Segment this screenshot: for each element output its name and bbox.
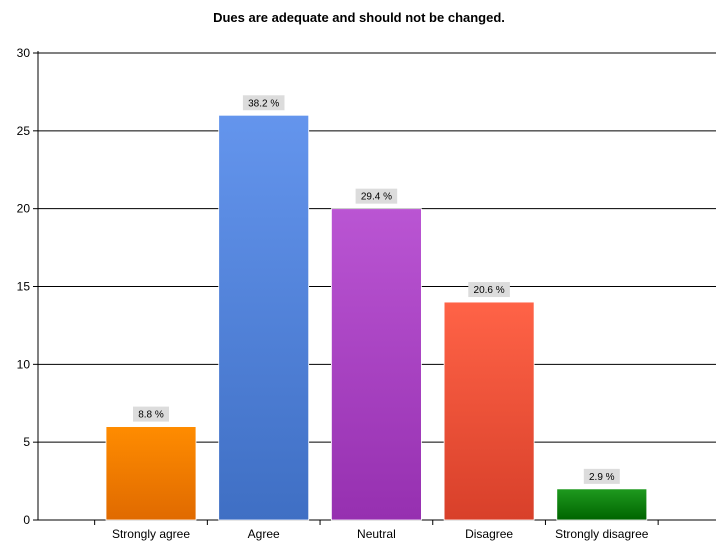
x-tick-label: Strongly agree <box>112 527 190 541</box>
bar-neutral <box>330 208 422 521</box>
y-tick-label: 20 <box>17 202 31 216</box>
bar-strongly-disagree <box>556 488 648 521</box>
data-label-box <box>242 95 285 111</box>
data-label-box <box>468 282 510 298</box>
y-tick-label: 25 <box>17 124 31 138</box>
x-tick-label: Strongly disagree <box>555 527 649 541</box>
data-label: 2.9 % <box>589 472 615 483</box>
x-tick-label: Neutral <box>357 527 396 541</box>
y-tick-label: 0 <box>23 513 30 527</box>
tick-labels: 0 5 10 15 20 25 30 Strongly agree Agree Neutral Di… <box>17 46 649 541</box>
data-label-box <box>583 468 620 484</box>
data-label: 38.2 % <box>248 98 279 109</box>
x-tick-label: Disagree <box>465 527 513 541</box>
data-label-box <box>133 406 169 422</box>
bar-strongly-agree <box>105 426 197 521</box>
x-tick-label: Agree <box>248 527 280 541</box>
y-tick-label: 5 <box>23 435 30 449</box>
chart-title: Dues are adequate and should not be chan… <box>213 10 505 25</box>
y-tick-label: 10 <box>17 357 31 371</box>
y-tick-label: 15 <box>17 280 31 294</box>
data-label-box <box>355 188 398 204</box>
bar-agree <box>218 114 310 521</box>
bars <box>105 114 648 521</box>
data-label: 20.6 % <box>474 285 505 296</box>
data-label: 29.4 % <box>361 192 392 203</box>
data-label: 8.8 % <box>138 410 164 421</box>
bar-disagree <box>443 301 535 521</box>
y-tick-label: 30 <box>17 46 31 60</box>
data-labels: 8.8 % 38.2 % 29.4 % 20.6 % 2.9 % <box>133 95 620 484</box>
